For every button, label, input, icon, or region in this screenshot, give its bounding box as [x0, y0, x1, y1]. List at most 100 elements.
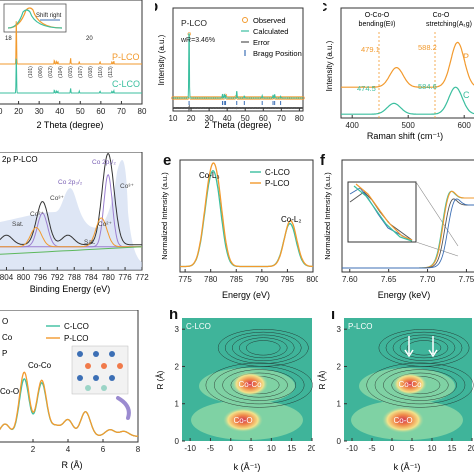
i-contour-1-1: [406, 340, 442, 356]
panel-b-ylabel: Intensity (a.u.): [157, 34, 166, 85]
panel-e-xtick-label-4: 795: [281, 275, 295, 284]
panel-a-xtick-label-5: 60: [96, 107, 105, 116]
panel-a-reflection-3: (104): [58, 66, 64, 78]
panel-g-xtick-label-1: 4: [66, 445, 71, 454]
h-contour-1-3: [231, 334, 295, 361]
panel-a-reflection-5: (107): [78, 66, 84, 78]
i-contour-1-2: [399, 337, 449, 359]
panel-e-ann-l2: Co-L₂: [281, 215, 301, 224]
panel-b-xtick-label-2: 30: [205, 114, 214, 123]
panel-c: O-Co-O bending(Eᵍ) Co-O stretching(A₁g) …: [323, 0, 474, 150]
panel-i-xtick-label-6: 20: [468, 444, 474, 453]
panel-d-fit-co2: [0, 217, 142, 248]
panel-i-ytick-label-3: 0: [337, 437, 342, 446]
panel-a-xtick-label-1: 20: [14, 107, 23, 116]
panel-h-xtick-label-1: -5: [207, 444, 215, 453]
panel-e: Co-L₃ Co-L₂ C-LCO P-LCO Normalized Inten…: [155, 152, 318, 307]
panel-h-xtick-label-3: 5: [249, 444, 254, 453]
panel-c-ann-3: stretching(A₁g): [426, 21, 472, 28]
panel-d-xtick-label-6: 780: [101, 273, 115, 282]
panel-a-xtick-label-2: 30: [35, 107, 44, 116]
panel-f-xlabel: Energy (keV): [378, 290, 431, 300]
panel-d-ann-2: Sat.: [12, 221, 24, 228]
panel-i-xtick-label-1: -5: [368, 444, 376, 453]
panel-i-xtick-label-0: -10: [346, 444, 358, 453]
panel-b-xtick-label-0: 10: [169, 114, 178, 123]
panel-d-xtick-label-2: 796: [34, 273, 48, 282]
panel-i-yticks: 3 2 1 0: [337, 325, 347, 446]
panel-h-ytick-label-0: 3: [175, 325, 180, 334]
panel-f-zoom-line-2: [415, 241, 459, 257]
panel-d-ann-6: Co²⁺: [98, 221, 112, 228]
h-contour-1-4: [224, 331, 302, 364]
panel-b-title: P-LCO: [181, 18, 207, 28]
panel-i-label-coco: Co-Co: [398, 380, 422, 389]
panel-c-ann-0: O-Co-O: [365, 12, 390, 19]
panel-e-series-p-lco: [180, 162, 314, 268]
panel-d-title: 2p P-LCO: [2, 155, 38, 164]
panel-h-yticks: 3 2 1 0: [175, 325, 185, 446]
panel-g-series-p-lco: [0, 371, 139, 437]
panel-a-inset-tick-1: 20: [86, 36, 93, 42]
i-contour-1-4: [385, 331, 463, 364]
panel-d-xlabel: Binding Energy (eV): [30, 284, 111, 294]
panel-d-xtick-label-0: 804: [0, 273, 14, 282]
i-contour-1-5: [378, 329, 470, 367]
panel-d-ann-0: Co 2p₁/₂: [92, 159, 116, 166]
panel-c-xtick-label-2: 600: [458, 121, 472, 130]
panel-a-reflection-1: (006): [38, 66, 44, 78]
panel-a-series-c-lco: [0, 58, 142, 94]
panel-b-legend-error: Error: [253, 38, 270, 47]
panel-h-blob-coco: [232, 372, 268, 396]
panel-h-label-coo: Co-O: [233, 416, 252, 425]
panel-h-ytick-label-2: 1: [175, 400, 180, 409]
panel-d-plot: 2p P-LCO Co 2p₁/₂ Co 2p₃/₂ Sat. Sat. Co²…: [0, 152, 149, 294]
panel-c-frame: [340, 7, 474, 119]
panel-a-xtick-label-0: 10: [0, 107, 3, 116]
h-contour-0-2: [230, 372, 288, 398]
panel-d-xtick-label-7: 776: [118, 273, 132, 282]
panel-f-letter: f: [320, 152, 325, 169]
panel-a-plot: Shift right 18 20 (101) (006) (012) (104) (0…: [0, 0, 147, 130]
panel-a-xtick-label-3: 40: [55, 107, 64, 116]
panel-b-xtick-label-5: 60: [259, 114, 268, 123]
panel-a-reflection-6: (018): [88, 66, 94, 78]
panel-i-label-coo: Co-O: [393, 416, 412, 425]
panel-i-xlabel: k (Å⁻¹): [394, 462, 421, 472]
panel-a-series-p-lco: [0, 21, 142, 65]
panel-g-ann-coco: Co-Co: [28, 361, 52, 370]
panel-f-series: [342, 190, 474, 269]
panel-e-xtick-label-0: 775: [178, 275, 192, 284]
panel-f-frame: [341, 159, 474, 273]
panel-g-legend-c: C-LCO: [64, 322, 89, 331]
panel-c-xticks: 400 500 600: [346, 115, 472, 130]
panel-f-zoom-line-1: [415, 181, 459, 247]
panel-e-xtick-label-3: 790: [255, 275, 269, 284]
panel-e-xtick-label-1: 780: [204, 275, 218, 284]
panel-f-reference-1: [342, 198, 474, 269]
panel-i-arrow-1: [404, 336, 414, 358]
panel-e-series: [180, 162, 314, 268]
panel-a-xticks: 10 20 30 40 50 60 70 80: [0, 101, 147, 116]
panel-b-xlabel: 2 Theta (degree): [205, 120, 272, 130]
panel-h-label-coco: Co-Co: [238, 380, 262, 389]
panel-f-xtick-label-2: 7.70: [420, 275, 436, 284]
panel-b-legend-observed-marker: [242, 17, 248, 23]
panel-b-xticks: 10 20 30 40 50 60 70 80: [169, 108, 304, 123]
panel-c-series: [341, 41, 474, 115]
panel-c-series-label-c: C: [463, 90, 470, 100]
panel-g-xlabel: R (Å): [62, 460, 83, 470]
panel-d-xtick-label-1: 800: [17, 273, 31, 282]
panel-b-xtick-label-4: 50: [241, 114, 250, 123]
panel-f-plot: Normalized Intensity (a.u.) 7.60 7.65 7.70…: [323, 159, 474, 300]
panel-h-ylabel: R (Å): [156, 370, 165, 389]
panel-i-xticks: -10 -5 0 5 10 15 20: [346, 438, 474, 453]
panel-i-xtick-label-2: 0: [390, 444, 395, 453]
panel-g-series: [0, 371, 139, 437]
panel-a-xtick-label-6: 70: [117, 107, 126, 116]
panel-d-xticks: 804 800 796 792 788 784 780 776 772: [0, 267, 149, 282]
panel-a-label-p: P-LCO: [112, 52, 140, 62]
panel-g-structure-inset: [71, 345, 129, 395]
panel-b-series: [171, 32, 305, 112]
